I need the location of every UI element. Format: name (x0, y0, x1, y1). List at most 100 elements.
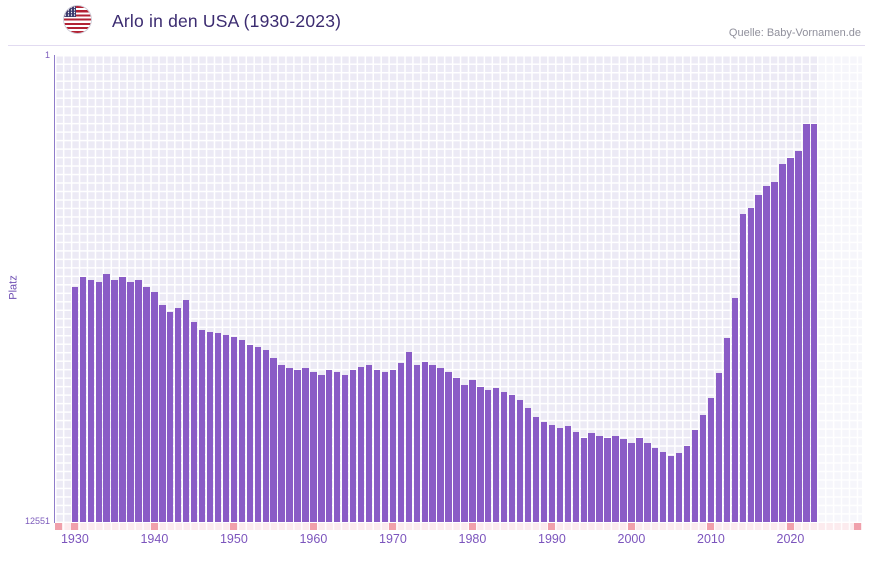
chart-bar-1931[interactable] (79, 277, 86, 522)
chart-bar-1934[interactable] (103, 274, 110, 522)
chart-bar-1936[interactable] (119, 277, 126, 522)
chart-bar-2022[interactable] (803, 123, 810, 522)
chart-bar-1984[interactable] (501, 392, 508, 522)
chart-bar-2020[interactable] (787, 157, 794, 522)
chart-bar-1994[interactable] (580, 437, 587, 522)
chart-bar-1960[interactable] (310, 371, 317, 522)
chart-bar-1972[interactable] (405, 351, 412, 522)
chart-bar-1991[interactable] (556, 428, 564, 522)
chart-bar-1983[interactable] (493, 388, 500, 522)
chart-bar-1935[interactable] (111, 279, 118, 522)
chart-bar-1988[interactable] (532, 416, 540, 522)
chart-bar-1945[interactable] (190, 321, 198, 522)
source-link[interactable]: Quelle: Baby-Vornamen.de (728, 27, 861, 39)
chart-bar-1942[interactable] (167, 311, 174, 522)
chart-bar-1959[interactable] (302, 367, 309, 522)
chart-bar-2009[interactable] (699, 415, 707, 522)
chart-bar-1997[interactable] (604, 437, 611, 522)
chart-bar-1996[interactable] (596, 436, 603, 522)
chart-bar-1987[interactable] (524, 408, 532, 522)
chart-bar-1989[interactable] (540, 422, 548, 522)
chart-bar-1967[interactable] (365, 365, 373, 522)
chart-bar-2014[interactable] (739, 214, 746, 522)
chart-bar-1961[interactable] (318, 375, 325, 522)
chart-bar-2018[interactable] (771, 181, 778, 522)
chart-bar-2006[interactable] (675, 453, 683, 522)
chart-bar-1941[interactable] (159, 304, 166, 522)
chart-bar-1938[interactable] (135, 279, 142, 522)
chart-bar-2013[interactable] (731, 298, 738, 522)
chart-bar-1964[interactable] (342, 375, 349, 522)
chart-bar-1950[interactable] (230, 337, 238, 522)
chart-bar-2023[interactable] (811, 123, 818, 522)
chart-bar-1933[interactable] (95, 281, 102, 522)
chart-bar-1947[interactable] (206, 332, 214, 522)
chart-bar-1980[interactable] (469, 380, 476, 522)
chart-bar-1946[interactable] (198, 329, 206, 522)
chart-bar-1957[interactable] (286, 367, 293, 522)
chart-bar-1939[interactable] (143, 287, 150, 522)
chart-bar-2000[interactable] (628, 442, 635, 522)
chart-bar-1970[interactable] (389, 370, 397, 522)
chart-bar-2008[interactable] (691, 430, 699, 522)
decade-tick-mark-1970 (389, 523, 397, 530)
chart-bar-1975[interactable] (429, 365, 436, 522)
chart-bar-1979[interactable] (461, 385, 468, 522)
chart-bar-1944[interactable] (183, 299, 190, 522)
x-axis-tick-label-2020: 2020 (776, 532, 805, 546)
chart-bar-1995[interactable] (588, 433, 595, 522)
chart-bar-1976[interactable] (437, 367, 444, 522)
chart-bar-1999[interactable] (620, 439, 627, 522)
chart-bar-1954[interactable] (262, 349, 269, 522)
chart-bar-1990[interactable] (548, 425, 556, 522)
chart-bar-2019[interactable] (779, 163, 786, 522)
chart-bar-1977[interactable] (445, 371, 452, 522)
chart-bar-2015[interactable] (747, 207, 754, 522)
chart-bar-1978[interactable] (453, 378, 460, 522)
chart-bar-1973[interactable] (413, 365, 420, 522)
chart-bar-1955[interactable] (270, 357, 277, 522)
chart-bar-1965[interactable] (349, 370, 357, 522)
chart-bar-2021[interactable] (795, 151, 802, 522)
chart-bar-2005[interactable] (668, 455, 675, 522)
chart-bar-1982[interactable] (485, 390, 492, 522)
chart-bar-1952[interactable] (246, 345, 253, 522)
chart-bar-1992[interactable] (564, 426, 571, 522)
chart-bar-2004[interactable] (660, 451, 667, 522)
chart-bar-2003[interactable] (652, 447, 659, 522)
chart-bar-2007[interactable] (683, 446, 691, 522)
chart-bar-1971[interactable] (397, 363, 405, 522)
chart-bar-1986[interactable] (516, 400, 524, 522)
chart-bar-1943[interactable] (175, 307, 182, 522)
chart-bar-2010[interactable] (707, 398, 715, 522)
axis-strip-end-mark (854, 523, 861, 530)
chart-bar-1968[interactable] (373, 370, 381, 522)
chart-bar-1948[interactable] (214, 332, 222, 522)
x-axis-tick-label-1990: 1990 (538, 532, 566, 546)
chart-bar-1974[interactable] (421, 361, 428, 522)
chart-bar-1993[interactable] (572, 432, 579, 522)
y-axis-bottom-tick-label: 12551 (24, 516, 50, 526)
chart-bar-1956[interactable] (278, 365, 285, 522)
chart-bar-1951[interactable] (238, 339, 246, 522)
chart-bar-1958[interactable] (294, 370, 301, 522)
chart-bar-1953[interactable] (254, 347, 261, 522)
chart-bar-1962[interactable] (326, 370, 333, 522)
chart-bar-1937[interactable] (127, 281, 134, 522)
chart-bar-1985[interactable] (508, 395, 516, 522)
chart-bar-2001[interactable] (636, 437, 643, 522)
chart-bar-2002[interactable] (644, 442, 651, 522)
chart-bar-2011[interactable] (715, 373, 723, 522)
chart-bar-2017[interactable] (763, 185, 770, 522)
chart-bar-1930[interactable] (71, 287, 79, 522)
chart-bar-2012[interactable] (723, 338, 731, 522)
chart-bar-1981[interactable] (477, 387, 484, 522)
chart-bar-1966[interactable] (357, 366, 365, 522)
chart-bar-1963[interactable] (334, 371, 341, 522)
chart-bar-1949[interactable] (222, 335, 230, 522)
chart-bar-1932[interactable] (87, 279, 94, 522)
chart-bar-1940[interactable] (151, 291, 158, 522)
chart-bar-2016[interactable] (755, 195, 762, 522)
chart-bar-1998[interactable] (612, 436, 619, 522)
chart-bar-1969[interactable] (381, 371, 389, 522)
